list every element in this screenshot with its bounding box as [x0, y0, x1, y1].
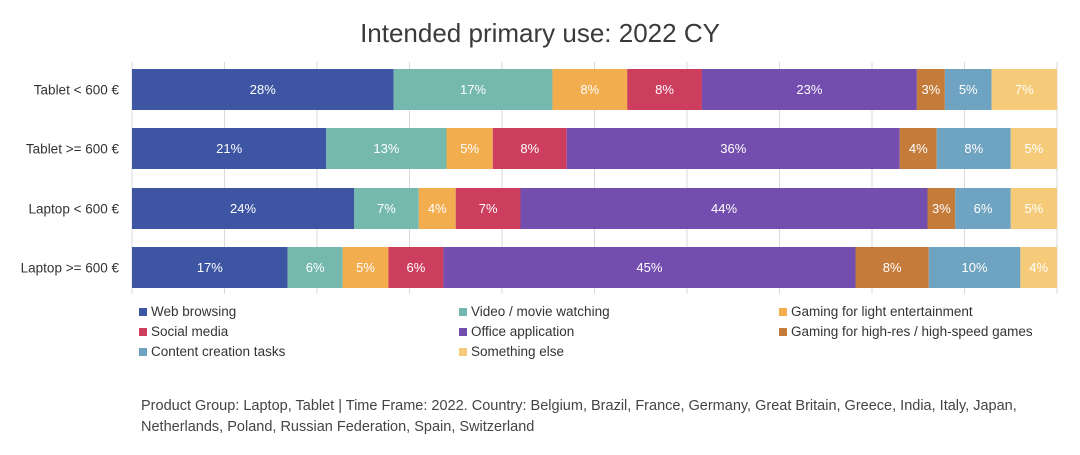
- bar-segment: [991, 69, 1057, 110]
- category-label: Laptop >= 600 €: [21, 261, 120, 276]
- bar-segment: [1010, 188, 1057, 229]
- data-label: 24%: [230, 201, 256, 216]
- legend-item: Content creation tasks: [139, 344, 285, 359]
- bar-segment: [388, 247, 444, 288]
- bar-segment: [326, 128, 447, 169]
- data-label: 6%: [974, 201, 993, 216]
- category-label: Tablet < 600 €: [34, 83, 120, 98]
- legend-swatch: [139, 307, 147, 316]
- data-label: 10%: [962, 260, 988, 275]
- bar-segment: [354, 188, 419, 229]
- footnote: Product Group: Laptop, Tablet | Time Fra…: [141, 398, 1017, 435]
- bar-segment: [443, 247, 856, 288]
- data-label: 17%: [460, 82, 486, 97]
- category-label: Laptop < 600 €: [29, 202, 120, 217]
- category-label: Tablet >= 600 €: [26, 142, 120, 157]
- legend-swatch: [459, 347, 467, 356]
- stacked-bar-chart: 28% 17% 8% 8% 23% 3% 5% 7% 21% 13% 5% 8% 36% 4% 8% 5% 24…: [21, 62, 1058, 294]
- legend-swatch: [459, 327, 467, 336]
- bar-segment: [916, 69, 945, 110]
- legend-label: Something else: [471, 344, 565, 359]
- data-label: 8%: [580, 82, 599, 97]
- legend-swatch: [139, 327, 147, 336]
- bar-segment: [928, 247, 1021, 288]
- data-label: 13%: [373, 141, 399, 156]
- legend-item: Something else: [459, 344, 564, 359]
- legend-label: Web browsing: [151, 304, 237, 319]
- bar-segment: [927, 188, 956, 229]
- data-label: 21%: [216, 141, 242, 156]
- bar-segment: [132, 247, 288, 288]
- legend-swatch: [779, 307, 787, 316]
- legend-label: Gaming for high-res / high-speed games: [791, 324, 1033, 339]
- bar-segment: [552, 69, 628, 110]
- bar-segment: [1020, 247, 1057, 288]
- data-label: 4%: [1029, 260, 1048, 275]
- bar-segment: [393, 69, 553, 110]
- category-labels: Tablet < 600 € Tablet >= 600 € Laptop < 60…: [21, 83, 120, 276]
- bar-segment: [955, 188, 1011, 229]
- data-label: 8%: [964, 141, 983, 156]
- legend-label: Gaming for light entertainment: [791, 304, 973, 319]
- data-label: 44%: [711, 201, 737, 216]
- legend-swatch: [459, 307, 467, 316]
- bar-segment: [899, 128, 937, 169]
- data-label: 23%: [796, 82, 822, 97]
- data-label: 5%: [1024, 141, 1043, 156]
- legend-label: Video / movie watching: [471, 304, 610, 319]
- data-label: 4%: [909, 141, 928, 156]
- legend-item: Web browsing: [139, 304, 236, 319]
- data-label: 8%: [520, 141, 539, 156]
- legend-item: Office application: [459, 324, 574, 339]
- data-label: 45%: [636, 260, 662, 275]
- bar-segment: [132, 128, 327, 169]
- legend-swatch: [139, 347, 147, 356]
- bar-segment: [132, 188, 354, 229]
- data-label: 5%: [356, 260, 375, 275]
- data-label: 8%: [655, 82, 674, 97]
- data-label: 3%: [932, 201, 951, 216]
- bar-segment: [418, 188, 456, 229]
- legend-label: Content creation tasks: [151, 344, 286, 359]
- data-label: 28%: [250, 82, 276, 97]
- data-label: 6%: [306, 260, 325, 275]
- bars: 28% 17% 8% 8% 23% 3% 5% 7% 21% 13% 5% 8% 36% 4% 8% 5% 24…: [132, 69, 1057, 288]
- data-label: 3%: [921, 82, 940, 97]
- data-label: 6%: [407, 260, 426, 275]
- data-label: 36%: [720, 141, 746, 156]
- legend-label: Social media: [151, 324, 229, 339]
- data-label: 5%: [1024, 201, 1043, 216]
- legend-item: Gaming for light entertainment: [779, 304, 973, 319]
- chart-title: Intended primary use: 2022 CY: [360, 18, 720, 48]
- data-label: 7%: [479, 201, 498, 216]
- bar-segment: [855, 247, 929, 288]
- bar-segment: [287, 247, 343, 288]
- data-label: 17%: [197, 260, 223, 275]
- bar-segment: [492, 128, 567, 169]
- bar-segment: [455, 188, 521, 229]
- bar-segment: [944, 69, 992, 110]
- bar-segment: [627, 69, 702, 110]
- bar-segment: [342, 247, 389, 288]
- bar-segment: [936, 128, 1011, 169]
- data-label: 7%: [377, 201, 396, 216]
- data-label: 5%: [959, 82, 978, 97]
- data-label: 4%: [428, 201, 447, 216]
- data-label: 7%: [1015, 82, 1034, 97]
- bar-segment: [520, 188, 928, 229]
- data-label: 8%: [883, 260, 902, 275]
- bar-segment: [566, 128, 900, 169]
- bar-segment: [132, 69, 394, 110]
- legend-item: Video / movie watching: [459, 304, 610, 319]
- legend-label: Office application: [471, 324, 575, 339]
- bar-segment: [701, 69, 917, 110]
- data-label: 5%: [460, 141, 479, 156]
- bar-segment: [446, 128, 493, 169]
- bar-segment: [1010, 128, 1057, 169]
- legend-item: Social media: [139, 324, 228, 339]
- legend-item: Gaming for high-res / high-speed games: [779, 324, 1033, 339]
- legend-swatch: [779, 327, 787, 336]
